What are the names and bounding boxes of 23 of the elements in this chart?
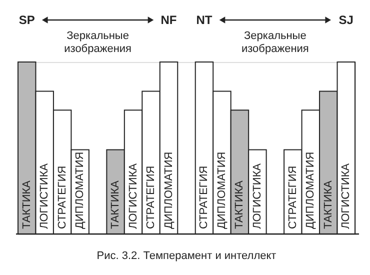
x-tick-label: ЛОГИСТИКА bbox=[251, 162, 264, 229]
x-tick-label: ТАКТИКА bbox=[20, 180, 33, 229]
text: Рис. 3.2. Темперамент и интеллект bbox=[96, 250, 276, 262]
x-tick-label: СТРАТЕГИЯ bbox=[145, 166, 158, 229]
text: SJ bbox=[338, 13, 354, 27]
text: NT bbox=[196, 13, 213, 27]
x-tick-label: ТАКТИКА bbox=[234, 180, 246, 229]
text: NF bbox=[160, 13, 177, 27]
x-tick-label: СТРАТЕГИЯ bbox=[56, 166, 68, 229]
x-tick-label: ЛОГИСТИКА bbox=[38, 162, 51, 229]
x-tick-label: СТРАТЕГИЯ bbox=[198, 166, 210, 229]
x-tick-label: ДИПЛОМАТИЯ bbox=[216, 152, 228, 229]
x-tick-label: ДИПЛОМАТИЯ bbox=[304, 152, 317, 229]
x-tick-label: ДИПЛОМАТИЯ bbox=[162, 152, 175, 229]
x-tick-label: ЛОГИСТИКА bbox=[340, 162, 352, 229]
x-tick-label: СТРАТЕГИЯ bbox=[286, 166, 299, 229]
text: Зеркальные изображения bbox=[64, 30, 132, 55]
x-tick-label: ТАКТИКА bbox=[110, 180, 122, 229]
text: Зеркальные изображения bbox=[241, 30, 309, 55]
x-tick-label: ТАКТИКА bbox=[322, 180, 334, 229]
x-tick-label: ЛОГИСТИКА bbox=[127, 162, 140, 229]
text: SP bbox=[18, 13, 35, 27]
x-tick-label: ДИПЛОМАТИЯ bbox=[74, 152, 86, 229]
